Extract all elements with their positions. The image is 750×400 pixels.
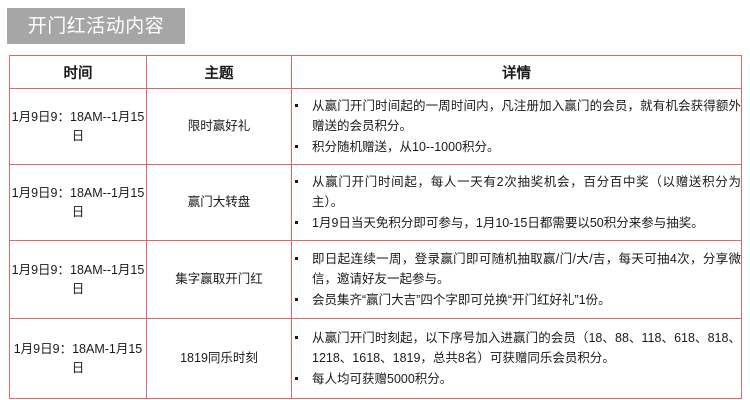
list-item-text: 从赢门开门时刻起，以下序号加入进赢门的会员（18、88、118、618、818、…: [312, 330, 741, 365]
detail-bullet-list: 从赢门开门时刻起，以下序号加入进赢门的会员（18、88、118、618、818、…: [292, 328, 741, 389]
column-header-time: 时间: [9, 55, 147, 89]
list-item-text: 1月9日当天免积分即可参与，1月10-15日都需要以50积分来参与抽奖。: [312, 215, 704, 230]
bullet-dot-icon: [295, 220, 298, 224]
bullet-dot-icon: [295, 297, 298, 301]
list-item-text: 从赢门开门时间起的一周时间内，凡注册加入赢门的会员，就有机会获得额外赠送的会员积…: [312, 98, 741, 133]
detail-bullet-list: 从赢门开门时间起，每人一天有2次抽奖机会，百分百中奖（以赠送积分为主）。 1月9…: [292, 172, 741, 233]
list-item-text: 从赢门开门时间起，每人一天有2次抽奖机会，百分百中奖（以赠送积分为主）。: [312, 174, 741, 209]
cell-detail: 从赢门开门时刻起，以下序号加入进赢门的会员（18、88、118、618、818、…: [291, 318, 742, 399]
bullet-dot-icon: [295, 256, 298, 260]
list-item-text: 积分随机赠送，从10--1000积分。: [312, 139, 500, 154]
page-title-banner: 开门红活动内容: [7, 8, 185, 44]
table-row: 1月9日9：18AM-1月15日 1819同乐时刻 从赢门开门时刻起，以下序号加…: [9, 318, 742, 399]
table-header-row: 时间 主题 详情: [9, 55, 742, 89]
page-title: 开门红活动内容: [27, 15, 165, 37]
list-item: 积分随机赠送，从10--1000积分。: [292, 137, 741, 157]
list-item: 从赢门开门时间起，每人一天有2次抽奖机会，百分百中奖（以赠送积分为主）。: [292, 172, 741, 212]
list-item: 1月9日当天免积分即可参与，1月10-15日都需要以50积分来参与抽奖。: [292, 213, 741, 233]
cell-detail: 即日起连续一周，登录赢门即可随机抽取赢/门/大/吉，每天可抽4次，分享微信，邀请…: [291, 240, 742, 319]
list-item-text: 会员集齐“赢门大吉”四个字即可兑换“开门红好礼”1份。: [312, 292, 611, 307]
bullet-dot-icon: [295, 179, 298, 183]
list-item: 每人均可获赠5000积分。: [292, 369, 741, 389]
list-item: 会员集齐“赢门大吉”四个字即可兑换“开门红好礼”1份。: [292, 290, 741, 310]
list-item: 从赢门开门时刻起，以下序号加入进赢门的会员（18、88、118、618、818、…: [292, 328, 741, 368]
list-item: 即日起连续一周，登录赢门即可随机抽取赢/门/大/吉，每天可抽4次，分享微信，邀请…: [292, 249, 741, 289]
cell-theme: 集字赢取开门红: [146, 240, 292, 319]
cell-detail: 从赢门开门时间起的一周时间内，凡注册加入赢门的会员，就有机会获得额外赠送的会员积…: [291, 88, 742, 165]
cell-theme: 限时赢好礼: [146, 88, 292, 165]
table-body: 1月9日9：18AM--1月15日 限时赢好礼 从赢门开门时间起的一周时间内，凡…: [9, 88, 742, 399]
activity-table: 时间 主题 详情 1月9日9：18AM--1月15日 限时赢好礼 从赢门开门时间…: [9, 55, 742, 399]
table-row: 1月9日9：18AM--1月15日 集字赢取开门红 即日起连续一周，登录赢门即可…: [9, 240, 742, 319]
cell-detail: 从赢门开门时间起，每人一天有2次抽奖机会，百分百中奖（以赠送积分为主）。 1月9…: [291, 164, 742, 241]
cell-theme: 赢门大转盘: [146, 164, 292, 241]
cell-time: 1月9日9：18AM-1月15日: [9, 318, 147, 399]
list-item: 从赢门开门时间起的一周时间内，凡注册加入赢门的会员，就有机会获得额外赠送的会员积…: [292, 96, 741, 136]
column-header-theme: 主题: [146, 55, 292, 89]
detail-bullet-list: 即日起连续一周，登录赢门即可随机抽取赢/门/大/吉，每天可抽4次，分享微信，邀请…: [292, 249, 741, 310]
cell-time: 1月9日9：18AM--1月15日: [9, 240, 147, 319]
bullet-dot-icon: [295, 103, 298, 107]
cell-time: 1月9日9：18AM--1月15日: [9, 164, 147, 241]
list-item-text: 每人均可获赠5000积分。: [312, 371, 453, 386]
bullet-dot-icon: [295, 335, 298, 339]
table-header: 时间 主题 详情: [9, 55, 742, 89]
table-row: 1月9日9：18AM--1月15日 限时赢好礼 从赢门开门时间起的一周时间内，凡…: [9, 88, 742, 165]
table-row: 1月9日9：18AM--1月15日 赢门大转盘 从赢门开门时间起，每人一天有2次…: [9, 164, 742, 241]
column-header-detail: 详情: [291, 55, 742, 89]
detail-bullet-list: 从赢门开门时间起的一周时间内，凡注册加入赢门的会员，就有机会获得额外赠送的会员积…: [292, 96, 741, 157]
bullet-dot-icon: [295, 376, 298, 380]
bullet-dot-icon: [295, 144, 298, 148]
cell-time: 1月9日9：18AM--1月15日: [9, 88, 147, 165]
list-item-text: 即日起连续一周，登录赢门即可随机抽取赢/门/大/吉，每天可抽4次，分享微信，邀请…: [312, 251, 741, 286]
cell-theme: 1819同乐时刻: [146, 318, 292, 399]
